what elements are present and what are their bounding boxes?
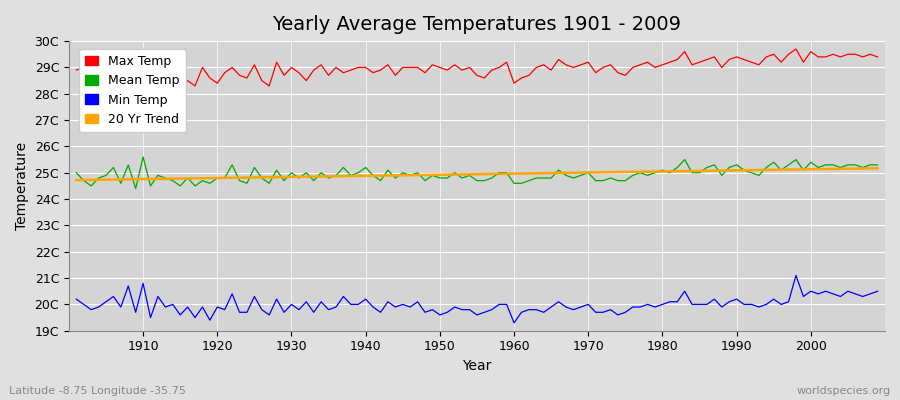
Y-axis label: Temperature: Temperature — [15, 142, 29, 230]
Text: worldspecies.org: worldspecies.org — [796, 386, 891, 396]
Text: Latitude -8.75 Longitude -35.75: Latitude -8.75 Longitude -35.75 — [9, 386, 186, 396]
Title: Yearly Average Temperatures 1901 - 2009: Yearly Average Temperatures 1901 - 2009 — [273, 15, 681, 34]
Legend: Max Temp, Mean Temp, Min Temp, 20 Yr Trend: Max Temp, Mean Temp, Min Temp, 20 Yr Tre… — [79, 49, 185, 132]
X-axis label: Year: Year — [463, 359, 491, 373]
